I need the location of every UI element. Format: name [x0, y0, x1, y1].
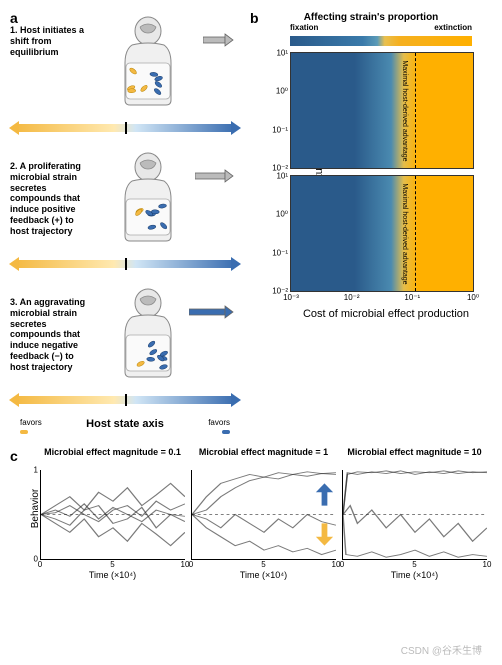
human-icon: [110, 15, 185, 110]
ytick: 10⁻¹: [272, 125, 291, 134]
subplot-title: Microbial effect magnitude = 1: [191, 448, 336, 470]
xticks: 0510: [40, 560, 185, 570]
favors-right: favors: [208, 418, 230, 436]
xtick: 10⁻³: [283, 291, 299, 302]
traces-svg: [41, 470, 185, 559]
human-body: [110, 151, 185, 249]
subplot-title: Microbial effect magnitude = 0.1: [40, 448, 185, 470]
max-host-label: Maximal host-derived advantage: [401, 183, 408, 284]
xlabel: Time (×10⁴): [342, 570, 487, 580]
stage-2: 2. A proliferating microbial strain secr…: [10, 146, 240, 276]
xtick: 10⁰: [467, 291, 479, 302]
top-row: a 1. Host initiates a shift from equilib…: [10, 10, 492, 436]
heatmap-2: Maximal host-derived advantage 10¹10⁰10⁻…: [290, 175, 472, 292]
dashed-line: [415, 53, 416, 168]
watermark: CSDN @谷禾生博: [401, 642, 482, 657]
human-body: [110, 287, 185, 385]
heatmap-area: Maximal host-derived advantage 10¹10⁰10⁻…: [290, 52, 474, 169]
panel-c-label: c: [10, 448, 18, 464]
axis-arrow-right-icon: [231, 257, 241, 271]
cb-left: fixation: [290, 23, 318, 32]
axis-arrow-left-icon: [9, 393, 19, 407]
xtick: 10⁻¹: [404, 291, 420, 302]
axis-arrow-left-icon: [9, 257, 19, 271]
ytick: 10¹: [276, 49, 291, 58]
xlabel: Time (×10⁴): [40, 570, 185, 580]
human-icon: [110, 151, 185, 246]
figure: a 1. Host initiates a shift from equilib…: [10, 10, 492, 580]
subplot-1: Microbial effect magnitude = 0.1 01 0510…: [40, 448, 185, 580]
microbe-blue-icon: [222, 430, 230, 434]
human-icon: [110, 287, 185, 382]
panel-b: b Affecting strain's proportion fixation…: [250, 10, 492, 436]
plot-area: [191, 470, 336, 560]
plot-area: [342, 470, 487, 560]
axis-arrow-right-icon: [231, 121, 241, 135]
host-axis: [15, 260, 235, 268]
favors-left: favors: [20, 418, 42, 436]
panel-a: a 1. Host initiates a shift from equilib…: [10, 10, 240, 436]
axis-arrow-left-icon: [9, 121, 19, 135]
panel-b-xlabel: Cost of microbial effect production: [280, 308, 492, 320]
heatmap-area: Maximal host-derived advantage 10¹10⁰10⁻…: [290, 175, 474, 292]
subplot-3: Microbial effect magnitude = 10 0510 Tim…: [342, 448, 487, 580]
panel-c: c Behavior Microbial effect magnitude = …: [10, 448, 492, 580]
colorbar: [290, 36, 472, 46]
ytick: 10⁰: [276, 210, 291, 219]
plot-area: 01: [40, 470, 185, 560]
trend-arrow-icon: [195, 168, 235, 184]
ytick: 10¹: [276, 172, 291, 181]
microbe-yellow-icon: [20, 430, 28, 434]
favors-row: favors Host state axis favors: [10, 418, 240, 436]
heatmap-1: Maximal host-derived advantage 10¹10⁰10⁻…: [290, 52, 472, 169]
xticks: 0510: [191, 560, 336, 570]
axis-tick: [125, 394, 127, 406]
axis-tick: [125, 258, 127, 270]
human-body: [110, 15, 185, 113]
dashed-line: [415, 176, 416, 291]
host-axis-label: Host state axis: [86, 418, 164, 436]
trend-arrow-icon: [189, 304, 235, 320]
xtick: 10⁻²: [344, 291, 360, 302]
xlabel: Time (×10⁴): [191, 570, 336, 580]
ytick: 10⁰: [276, 87, 291, 96]
panel-b-label: b: [250, 10, 259, 26]
traces-svg: [192, 470, 336, 559]
axis-arrow-right-icon: [231, 393, 241, 407]
colorbar-labels: fixation extinction: [290, 23, 472, 32]
axis-tick: [125, 122, 127, 134]
stage-text: 2. A proliferating microbial strain secr…: [10, 161, 90, 237]
trend-arrow-icon: [203, 32, 235, 48]
stage-text: 1. Host initiates a shift from equilibri…: [10, 25, 90, 57]
ytick: 10⁻¹: [272, 248, 291, 257]
panel-b-title: Affecting strain's proportion: [250, 10, 492, 23]
max-host-label: Maximal host-derived advantage: [401, 60, 408, 161]
host-axis: [15, 124, 235, 132]
host-axis: [15, 396, 235, 404]
traces-svg: [343, 470, 487, 559]
stage-text: 3. An aggravating microbial strain secre…: [10, 297, 90, 373]
stage-1: 1. Host initiates a shift from equilibri…: [10, 10, 240, 140]
stage-3: 3. An aggravating microbial strain secre…: [10, 282, 240, 412]
subplot-title: Microbial effect magnitude = 10: [342, 448, 487, 470]
subplot-2: Microbial effect magnitude = 1 0510 Time…: [191, 448, 336, 580]
xticks: 0510: [342, 560, 487, 570]
cb-right: extinction: [434, 23, 472, 32]
